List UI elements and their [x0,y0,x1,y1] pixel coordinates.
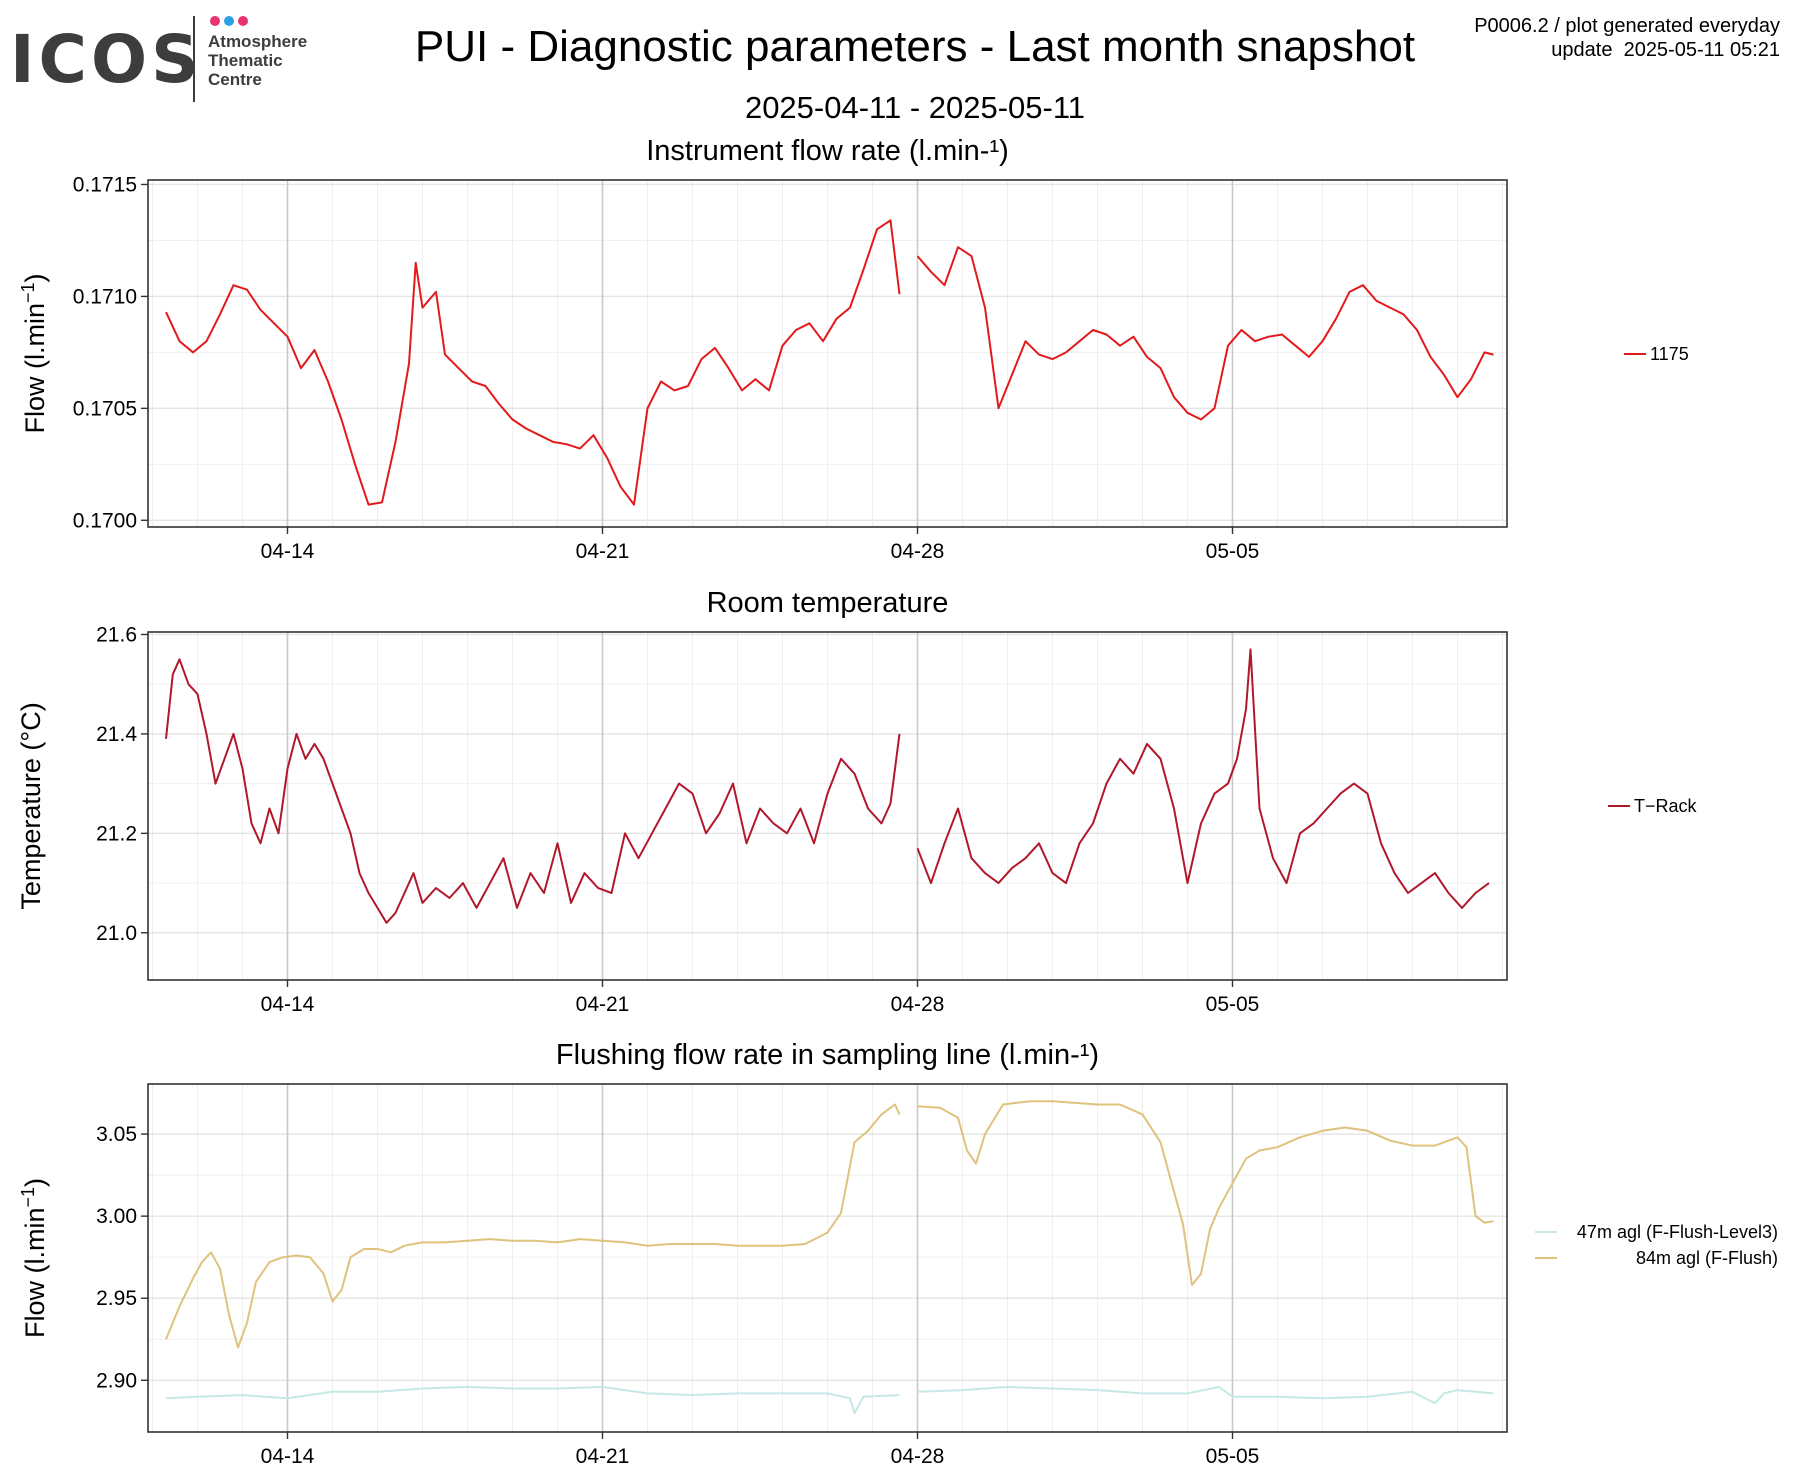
y-axis-label-text: Flow (l.min [20,303,50,434]
y-tick-label: 3.05 [96,1123,137,1146]
x-tick-label: 05-05 [1206,540,1260,563]
y-axis-label: Flow (l.min−1) [18,1178,50,1338]
y-tick-label: 3.00 [96,1205,137,1228]
y-axis-label-end: ) [20,1178,50,1187]
series-line-3-2-seg2 [917,1100,1494,1287]
y-tick-label: 0.1715 [73,173,137,196]
y-tick-label: 0.1700 [73,509,137,532]
x-tick-label: 04-14 [261,540,315,563]
legend: 1175 [1624,344,1689,364]
y-tick-label: 21.2 [96,822,137,845]
y-tick-label: 0.1705 [73,397,137,420]
chart-panel-1: 0.1700 0.1705 0.1710 0.1715 04-14 04-21 04-28 0… [18,135,1689,563]
series-line-3-1-seg1 [165,1385,900,1415]
x-tick-label: 04-14 [261,1445,315,1468]
chart-panel-2: 21.0 21.2 21.4 21.6 04-14 04-21 04-28 05-05 Room… [16,587,1698,1016]
chart-title: Room temperature [707,587,949,619]
y-tick-label: 0.1710 [73,285,137,308]
x-tick-label: 04-21 [576,993,630,1016]
chart-panel-3: 2.90 2.95 3.00 3.05 04-14 04-21 04-28 05-05 Flus… [18,1039,1778,1468]
legend: T−Rack [1608,796,1698,816]
legend-label-1: T−Rack [1634,796,1698,816]
page-title: PUI - Diagnostic parameters - Last month… [414,22,1416,71]
x-tick-label: 04-28 [891,993,945,1016]
date-range: 2025-04-11 - 2025-05-11 [744,90,1086,125]
logo-line-1: Atmosphere [208,32,307,51]
logo-dot-2 [224,16,234,26]
x-tick-label: 05-05 [1206,1445,1260,1468]
generation-info: P0006.2 / plot generated everyday update… [1474,14,1780,62]
logo-line-3: Centre [208,70,262,89]
logo-dot-1 [210,16,220,26]
series-line-3-1-seg2 [917,1385,1494,1405]
plot-border [147,631,1508,981]
y-tick-label: 21.6 [96,623,137,646]
y-axis-label: Flow (l.min−1) [18,273,50,433]
y-axis-label-end: ) [20,273,50,282]
y-tick-label: 21.4 [96,723,137,746]
x-tick-label: 04-28 [891,540,945,563]
meta-line-1: P0006.2 / plot generated everyday [1474,15,1780,37]
x-tick-label: 05-05 [1206,993,1260,1016]
plot-border [147,1083,1508,1433]
legend-label-2: 84m agl (F-Flush) [1636,1248,1778,1268]
icos-logo: ICOS Atmosphere Thematic Centre [10,16,307,102]
legend-label-1: 1175 [1650,344,1689,364]
x-tick-label: 04-14 [261,993,315,1016]
series-line-1-1-seg2 [916,246,1494,421]
series-line-2-1-seg1 [165,658,901,924]
y-axis-label-superscript: −1 [18,282,38,303]
y-tick-label: 2.95 [96,1287,137,1310]
plot-border [147,179,1508,528]
y-axis-label-text: Flow (l.min [20,1208,50,1339]
series-line-1-1-seg1 [165,219,901,506]
x-tick-label: 04-21 [576,1445,630,1468]
chart-title: Flushing flow rate in sampling line (l.m… [556,1039,1099,1071]
meta-line-2: update 2025-05-11 05:21 [1551,39,1780,61]
y-axis-label-superscript: −1 [18,1187,38,1208]
chart-title: Instrument flow rate (l.min-¹) [646,135,1009,167]
y-axis-label-text: Temperature (°C) [16,702,46,909]
series-line-2-1-seg2 [916,648,1490,909]
y-tick-label: 21.0 [96,922,137,945]
legend: 47m agl (F-Flush-Level3) 84m agl (F-Flush… [1535,1222,1778,1268]
series-line-3-2-seg1 [165,1103,901,1349]
x-tick-label: 04-21 [576,540,630,563]
y-tick-label: 2.90 [96,1369,137,1392]
logo-word: ICOS [10,21,203,98]
y-axis-label: Temperature (°C) [16,702,46,909]
x-tick-label: 04-28 [891,1445,945,1468]
legend-label-1: 47m agl (F-Flush-Level3) [1577,1222,1778,1242]
logo-dot-3 [238,16,248,26]
logo-line-2: Thematic [208,51,283,70]
